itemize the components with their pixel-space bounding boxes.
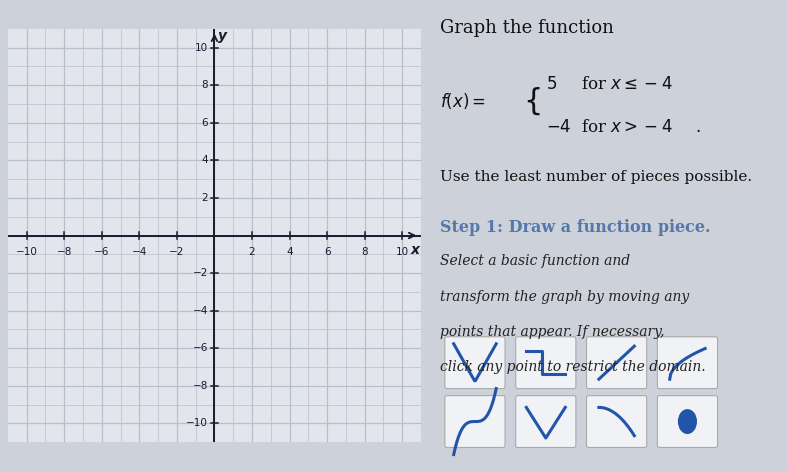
Text: $\{$: $\{$: [523, 85, 540, 117]
FancyBboxPatch shape: [515, 337, 576, 389]
Text: for $x > -4$: for $x > -4$: [582, 119, 673, 136]
Text: −10: −10: [16, 247, 38, 257]
Text: click any point to restrict the domain.: click any point to restrict the domain.: [440, 360, 705, 374]
Text: −6: −6: [94, 247, 109, 257]
Text: −4: −4: [131, 247, 147, 257]
Circle shape: [678, 410, 696, 433]
Text: 6: 6: [201, 118, 208, 128]
Text: 6: 6: [323, 247, 331, 257]
Text: Step 1: Draw a function piece.: Step 1: Draw a function piece.: [440, 219, 710, 236]
Text: −2: −2: [169, 247, 185, 257]
Text: $.$: $.$: [695, 119, 705, 136]
FancyBboxPatch shape: [445, 396, 505, 447]
Text: points that appear. If necessary,: points that appear. If necessary,: [440, 325, 664, 339]
FancyBboxPatch shape: [586, 337, 647, 389]
Text: 8: 8: [201, 80, 208, 90]
Text: x: x: [411, 243, 420, 257]
Text: $-4$: $-4$: [546, 119, 571, 136]
Text: 2: 2: [201, 193, 208, 203]
Text: Use the least number of pieces possible.: Use the least number of pieces possible.: [440, 170, 752, 184]
Text: 8: 8: [361, 247, 368, 257]
Text: −6: −6: [193, 343, 208, 353]
Text: −10: −10: [186, 418, 208, 428]
Text: Graph the function: Graph the function: [440, 19, 613, 37]
Text: for $x \leq -4$: for $x \leq -4$: [582, 76, 673, 93]
FancyBboxPatch shape: [445, 337, 505, 389]
Text: −8: −8: [57, 247, 72, 257]
Text: −4: −4: [193, 306, 208, 316]
Text: $f(x) =$: $f(x) =$: [440, 91, 486, 111]
FancyBboxPatch shape: [515, 396, 576, 447]
Text: $5$: $5$: [546, 76, 557, 93]
Text: −8: −8: [193, 381, 208, 391]
FancyBboxPatch shape: [586, 396, 647, 447]
Text: 10: 10: [194, 43, 208, 53]
FancyBboxPatch shape: [657, 396, 718, 447]
Text: transform the graph by moving any: transform the graph by moving any: [440, 290, 689, 304]
Text: 4: 4: [201, 155, 208, 165]
Text: 4: 4: [286, 247, 293, 257]
Text: y: y: [219, 29, 227, 43]
Text: −2: −2: [193, 268, 208, 278]
Text: Select a basic function and: Select a basic function and: [440, 254, 630, 268]
Text: 2: 2: [249, 247, 255, 257]
FancyBboxPatch shape: [657, 337, 718, 389]
Text: 10: 10: [396, 247, 408, 257]
